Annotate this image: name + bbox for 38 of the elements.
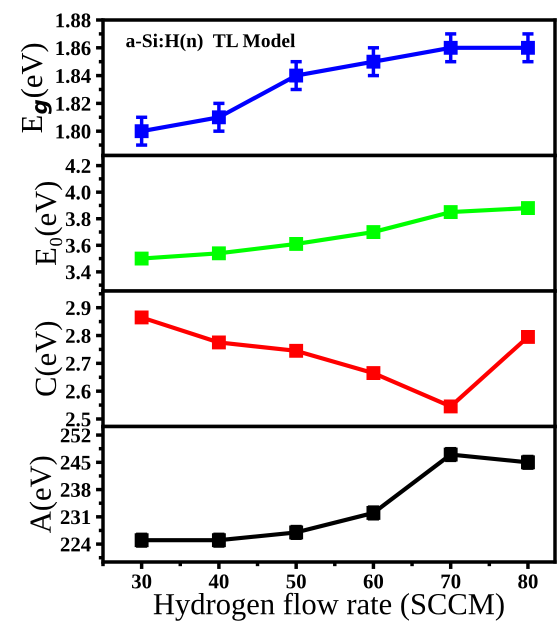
y-tick-label: 3.6 — [66, 238, 91, 253]
y-axis-title: E$_{g}$(eV) — [20, 44, 52, 133]
point — [521, 201, 535, 216]
y-axis-title: E₀(eV) — [34, 182, 62, 266]
y-tick-label: 231 — [60, 510, 90, 524]
y-tick-label: 2.5 — [66, 412, 90, 427]
x-tick-label: 50 — [286, 574, 306, 588]
y-tick-label: 224 — [60, 538, 91, 552]
y-tick-label: 1.80 — [56, 124, 90, 139]
x-tick-label: 40 — [208, 574, 229, 588]
y-axis-title: C(eV) — [34, 322, 62, 396]
x-tick-label: 30 — [132, 574, 152, 588]
y-axis-title: A(eV) — [29, 456, 58, 533]
point — [212, 246, 226, 260]
annotation: a-Si:H(n) TL Model — [126, 34, 296, 52]
x-tick-label: 80 — [518, 574, 538, 588]
y-tick-label: 1.86 — [56, 41, 91, 56]
point — [134, 252, 149, 266]
x-tick-label: 70 — [441, 574, 460, 588]
y-tick-label: 2.8 — [66, 328, 91, 344]
x-axis-title: Hydrogen flow rate (SCCM) — [154, 592, 504, 621]
y-tick-label: 252 — [60, 428, 90, 442]
y-tick-label: 3.8 — [66, 212, 91, 226]
y-tick-label: 3.4 — [66, 265, 91, 280]
y-tick-label: 1.84 — [56, 68, 91, 84]
y-tick-label: 245 — [60, 456, 90, 470]
y-tick-label: 4.0 — [65, 186, 90, 200]
y-tick-label: 2.9 — [66, 301, 90, 316]
point — [366, 225, 380, 239]
y-tick-label: 2.6 — [66, 384, 91, 399]
y-tick-label: 1.88 — [56, 13, 91, 28]
x-tick-label: 60 — [364, 574, 384, 588]
point — [444, 205, 458, 220]
point — [289, 237, 304, 251]
y-tick-label: 4.2 — [65, 159, 90, 174]
y-tick-label: 1.82 — [56, 96, 90, 111]
y-tick-label: 238 — [60, 482, 91, 498]
y-tick-label: 2.7 — [66, 356, 91, 371]
